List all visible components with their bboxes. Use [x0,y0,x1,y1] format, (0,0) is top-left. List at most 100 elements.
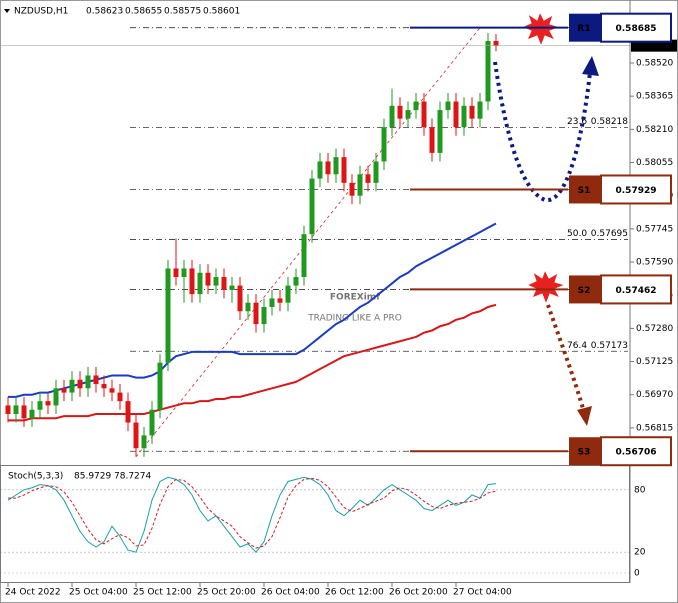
candle-body [261,306,267,325]
y-tick-label: 20 [634,548,646,558]
y-tick-label: 0.58365 [636,92,673,102]
candle-body [421,101,427,128]
level-value: 0.58685 [616,24,657,34]
candle-body [117,392,123,402]
candle-body [349,182,355,196]
fib-trend [135,27,481,458]
y-tick-label: 0.56815 [636,423,673,433]
level-value: 0.57462 [616,286,657,296]
candle-body [37,401,43,410]
y-tick-label: 0.57590 [636,258,673,268]
candle-body [365,174,371,183]
candle-body [373,161,379,183]
candle-body [93,375,99,385]
candle-body [325,161,331,175]
chart-title: NZDUSD,H1 [14,7,68,17]
price-panel: 0.585200.583650.582100.580550.579000.577… [0,7,677,598]
candle-body [45,401,51,406]
starburst [525,268,567,306]
watermark-tagline: TRADING LIKE A PRO [307,314,402,324]
candle-body [157,362,163,410]
candle-body [405,110,411,119]
y-tick-label: 0.56970 [636,390,673,400]
moving-average [8,303,497,422]
y-tick-label: 80 [634,485,646,495]
fib-price: 0.58218 [591,117,628,127]
x-tick-label: 25 Oct 12:00 [133,588,192,598]
arrow-head [577,406,592,426]
candle-body [253,302,259,325]
candle-body [413,101,419,111]
candle-body [333,157,339,175]
candle-body [485,40,491,102]
x-tick-label: 26 Oct 20:00 [389,588,448,598]
candle-body [381,127,387,162]
candle-body [141,435,147,449]
header-close: 0.58601 [203,7,240,17]
candle-body [277,298,283,303]
y-tick-label: 0.57745 [636,224,673,234]
fib-label: 50.0 [567,229,587,239]
candle-body [125,401,131,423]
candle-body [61,388,67,393]
level-name: S1 [578,186,591,196]
x-tick-label: 26 Oct 04:00 [261,588,320,598]
fib-label: 76.4 [567,341,587,351]
candle-body [149,409,155,436]
candle-body [285,285,291,303]
candle-body [101,384,107,389]
candle-body [429,127,435,153]
level-box [600,12,672,43]
candle-body [189,268,195,295]
x-tick-label: 25 Oct 20:00 [197,588,256,598]
forecast-arrow [546,304,586,413]
x-tick-label: 27 Oct 04:00 [453,588,512,598]
level-tag [569,275,600,304]
candle-body [309,178,315,235]
level-value: 0.56706 [616,448,657,458]
stoch-line [8,477,497,549]
candle-body [437,110,443,153]
level-value: 0.57929 [616,186,657,196]
level-box [600,174,672,205]
x-tick-label: 26 Oct 12:00 [325,588,384,598]
x-tick-label: 24 Oct 2022 [5,588,61,598]
candle-body [53,388,59,406]
candle-body [453,101,459,128]
level-name: R1 [577,24,590,34]
candle-body [477,101,483,119]
starburst [520,10,562,48]
candle-body [21,405,27,419]
level-box [600,274,672,305]
current-price: 0.58601 [634,41,671,51]
fib-label: 23.6 [567,117,587,127]
candle-body [173,268,179,278]
candle-body [109,388,115,393]
candle-body [213,277,219,286]
level-name: S2 [578,286,591,296]
candle-body [5,405,11,414]
y-tick-label: 0.58520 [636,58,673,68]
y-tick-label: 0.58210 [636,125,673,135]
y-tick-label: 0.57125 [636,357,673,367]
y-tick-label: 0.58055 [636,158,673,168]
candle-body [445,101,451,111]
candle-body [229,285,235,290]
candle-body [69,379,75,393]
candle-body [397,105,403,119]
candle-body [469,105,475,119]
level-tag [569,13,600,42]
candle-body [165,268,171,363]
watermark: FOREXimf [330,293,380,303]
candle-body [461,105,467,128]
fib-price: 0.57695 [591,229,628,239]
level-tag [569,175,600,204]
stoch-title: Stoch(5,3,3) [8,472,63,482]
candle-body [13,405,19,414]
candle-body [269,298,275,307]
header-icon [4,9,10,13]
candle-body [357,174,363,196]
header-low: 0.58575 [164,7,201,17]
